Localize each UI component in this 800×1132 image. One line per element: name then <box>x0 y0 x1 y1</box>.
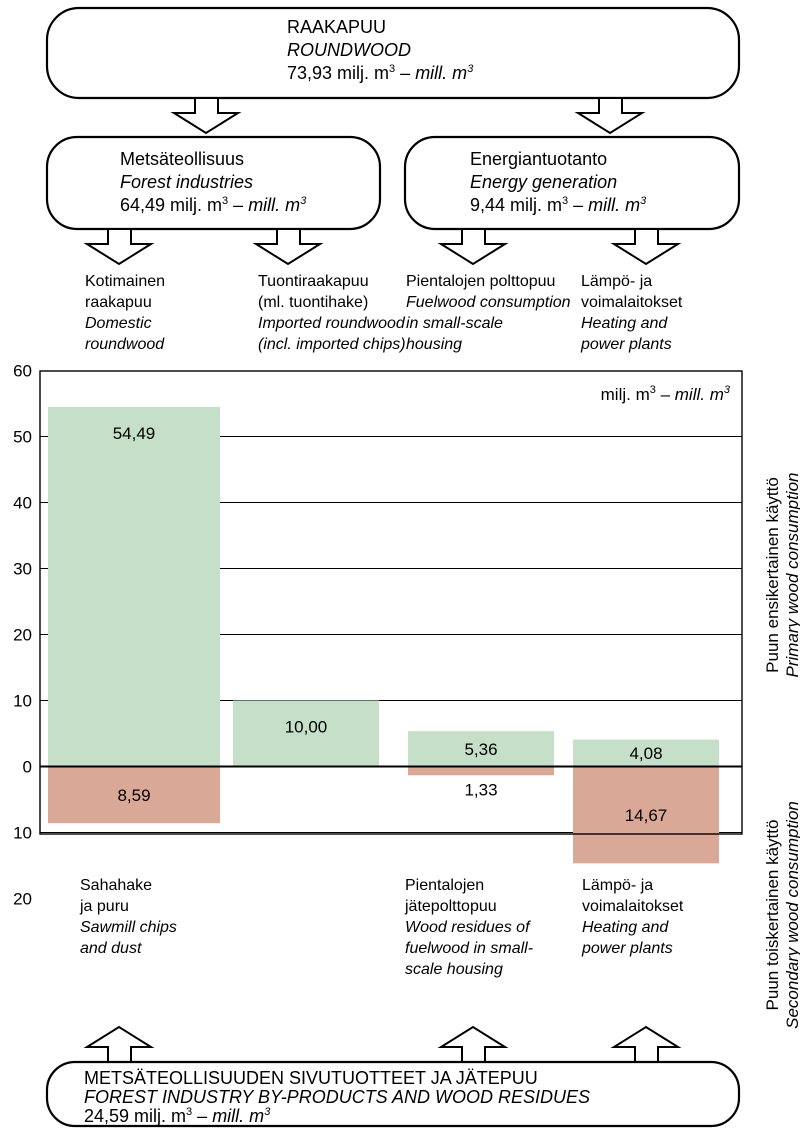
label-secondary-2: 1,33 <box>464 780 497 799</box>
primary-category-labels: Kotimainen raakapuu Domestic roundwood Tuont… <box>85 273 683 353</box>
primary-label-0-fi-1: raakapuu <box>85 294 152 311</box>
bar-primary-1 <box>233 700 379 767</box>
bar-secondary-2 <box>408 766 554 776</box>
arrow-down-domestic-roundwood <box>83 228 155 266</box>
label-primary-3: 4,08 <box>629 744 662 763</box>
forest-industries-box <box>45 135 382 231</box>
secondary-label-0-fi-0: Sahahake <box>80 877 152 894</box>
secondary-consumption-side-label: Puun toiskertainen käyttö Secondary wood… <box>763 801 800 1029</box>
y-tick-up-50: 50 <box>13 428 32 447</box>
y-tick-up-0: 0 <box>23 758 32 777</box>
by-products-title-en: FOREST INDUSTRY BY-PRODUCTS AND WOOD RES… <box>84 1087 590 1107</box>
forest-industries-value: 64,49 milj. m3 – mill. m3 <box>120 195 307 215</box>
secondary-consumption-en: Secondary wood consumption <box>783 801 800 1029</box>
primary-label-0-en-1: roundwood <box>85 336 165 353</box>
wood-consumption-chart: 54,49 8,59 10,00 5,36 1,33 4,08 14,67 0 10 20 30 4… <box>13 362 743 909</box>
primary-label-2-en-1: in small-scale <box>406 315 503 332</box>
arrow-down-to-forest-industries <box>170 97 242 135</box>
primary-label-1-en-0: Imported roundwood <box>258 315 406 332</box>
energy-generation-box <box>403 135 741 231</box>
secondary-label-3-en-1: power plants <box>581 940 673 957</box>
energy-generation-title-fi: Energiantuotanto <box>470 149 607 169</box>
chart-frame <box>39 370 743 835</box>
y-tick-up-30: 30 <box>13 560 32 579</box>
primary-consumption-side-label: Puun ensikertainen käyttö Primary wood c… <box>763 472 800 677</box>
secondary-label-2-fi-1: jätepolttopuu <box>404 898 497 915</box>
y-tick-up-20: 20 <box>13 626 32 645</box>
label-secondary-3: 14,67 <box>625 806 668 825</box>
forest-industries-title-en: Forest industries <box>120 172 253 192</box>
secondary-label-2-en-1: fuelwood in small- <box>405 940 533 957</box>
y-tick-down-10: 10 <box>13 824 32 843</box>
primary-label-1-en-1: (incl. imported chips) <box>258 336 406 353</box>
label-primary-1: 10,00 <box>285 718 328 737</box>
by-products-box <box>45 1060 741 1128</box>
energy-generation-value: 9,44 milj. m3 – mill. m3 <box>470 195 647 215</box>
secondary-label-3-fi-0: Lämpö- ja <box>582 877 653 894</box>
primary-label-1-fi-1: (ml. tuontihake) <box>258 294 368 311</box>
primary-label-0-fi-0: Kotimainen <box>85 273 165 290</box>
primary-consumption-en: Primary wood consumption <box>783 472 800 677</box>
energy-generation-title-en: Energy generation <box>470 172 617 192</box>
bar-primary-3 <box>573 739 719 767</box>
chart-bars <box>48 406 719 864</box>
bar-primary-2 <box>408 731 554 767</box>
secondary-label-2-en-2: scale housing <box>405 961 503 978</box>
secondary-label-2-en-0: Wood residues of <box>405 919 531 936</box>
secondary-label-2-fi-0: Pientalojen <box>405 877 484 894</box>
arrow-up-sawmill-chips <box>83 1025 155 1063</box>
primary-consumption-fi: Puun ensikertainen käyttö <box>763 477 782 673</box>
bar-secondary-0 <box>48 766 220 824</box>
label-primary-0: 54,49 <box>113 424 156 443</box>
secondary-label-3-fi-1: voimalaitokset <box>582 898 684 915</box>
primary-label-1-fi-0: Tuontiraakapuu <box>258 273 369 290</box>
roundwood-value: 73,93 milj. m3 – mill. m3 <box>287 63 474 83</box>
y-tick-up-40: 40 <box>13 494 32 513</box>
label-secondary-0: 8,59 <box>117 786 150 805</box>
primary-label-0-en-0: Domestic <box>85 315 152 332</box>
roundwood-title-fi: RAAKAPUU <box>287 17 386 37</box>
by-products-value: 24,59 milj. m3 – mill. m3 <box>84 1106 271 1126</box>
secondary-label-0-en-0: Sawmill chips <box>80 919 177 936</box>
arrow-down-imported-roundwood <box>252 228 324 266</box>
primary-label-3-en-1: power plants <box>580 336 672 353</box>
y-tick-down-20: 20 <box>13 890 32 909</box>
bar-secondary-3 <box>573 766 719 864</box>
secondary-category-labels: Sahahake ja puru Sawmill chips and dust Pien… <box>79 877 684 978</box>
primary-label-2-fi-0: Pientalojen polttopuu <box>406 273 555 290</box>
arrow-up-heating-power-plants <box>610 1025 682 1063</box>
primary-label-2-en-0: Fuelwood consumption <box>406 294 571 311</box>
y-tick-up-60: 60 <box>13 362 32 381</box>
secondary-label-0-fi-1: ja puru <box>79 898 129 915</box>
roundwood-title-en: ROUNDWOOD <box>287 40 411 60</box>
primary-label-3-fi-1: voimalaitokset <box>581 294 683 311</box>
secondary-label-3-en-0: Heating and <box>582 919 669 936</box>
roundwood-box <box>45 6 741 100</box>
chart-unit-label: milj. m3 – mill. m3 <box>601 384 731 404</box>
secondary-label-0-en-1: and dust <box>80 940 142 957</box>
by-products-title-fi: METSÄTEOLLISUUDEN SIVUTUOTTEET JA JÄTEPU… <box>84 1068 538 1088</box>
chart-data-labels: 54,49 8,59 10,00 5,36 1,33 4,08 14,67 <box>113 424 668 825</box>
arrow-up-fuelwood-residues <box>437 1025 509 1063</box>
primary-label-3-fi-0: Lämpö- ja <box>581 273 652 290</box>
secondary-consumption-fi: Puun toiskertainen käyttö <box>763 820 782 1011</box>
arrow-down-to-energy-generation <box>574 97 646 135</box>
forest-industries-title-fi: Metsäteollisuus <box>120 149 244 169</box>
arrow-down-heating-power-plants <box>610 228 682 266</box>
y-axis-tick-labels: 0 10 20 30 40 50 60 10 20 <box>13 362 32 909</box>
primary-label-2-en-2: housing <box>406 336 462 353</box>
y-tick-up-10: 10 <box>13 692 32 711</box>
label-primary-2: 5,36 <box>464 740 497 759</box>
primary-label-3-en-0: Heating and <box>581 315 668 332</box>
bar-primary-0 <box>48 406 220 767</box>
arrow-down-fuelwood-consumption <box>437 228 509 266</box>
